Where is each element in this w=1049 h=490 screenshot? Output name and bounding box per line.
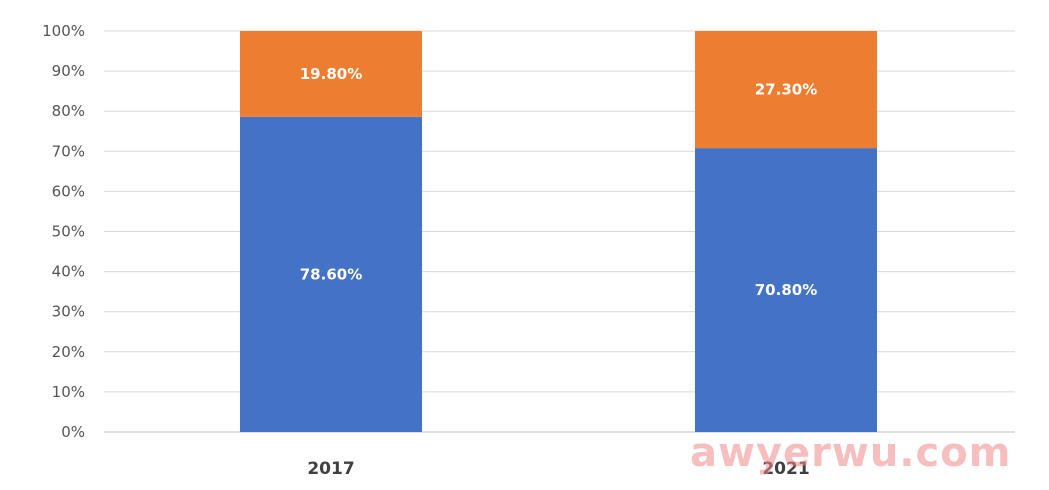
y-tick-label: 20% bbox=[52, 343, 85, 361]
y-tick-label: 70% bbox=[52, 142, 85, 160]
y-tick-label: 100% bbox=[42, 22, 85, 40]
y-tick-label: 90% bbox=[52, 62, 85, 80]
y-tick-label: 80% bbox=[52, 102, 85, 120]
bar-segment bbox=[695, 148, 877, 433]
y-tick-label: 10% bbox=[52, 383, 85, 401]
watermark-text: awyerwu.com bbox=[690, 430, 1012, 476]
bar-segment bbox=[240, 31, 422, 117]
y-tick-label: 0% bbox=[61, 423, 85, 441]
y-tick-label: 40% bbox=[52, 263, 85, 281]
x-category-label: 2021 bbox=[762, 459, 809, 479]
y-tick-label: 50% bbox=[52, 223, 85, 241]
y-axis-tick-labels: 0% 10% 20% 30% 40% 50% 60% 70% 80% 90% 100% bbox=[42, 22, 85, 441]
data-label: 78.60% bbox=[300, 265, 362, 283]
y-tick-label: 30% bbox=[52, 303, 85, 321]
bar-series bbox=[240, 31, 877, 433]
x-category-label: 2017 bbox=[307, 459, 354, 479]
data-label: 70.80% bbox=[755, 281, 817, 299]
bar-segment bbox=[240, 116, 422, 433]
bar-segment bbox=[695, 31, 877, 149]
data-label: 19.80% bbox=[300, 65, 362, 83]
y-tick-label: 60% bbox=[52, 182, 85, 200]
x-axis-category-labels: 2017 2021 bbox=[307, 459, 809, 479]
data-label: 27.30% bbox=[755, 81, 817, 99]
data-labels: 78.60% 19.80% 70.80% 27.30% bbox=[300, 65, 817, 299]
